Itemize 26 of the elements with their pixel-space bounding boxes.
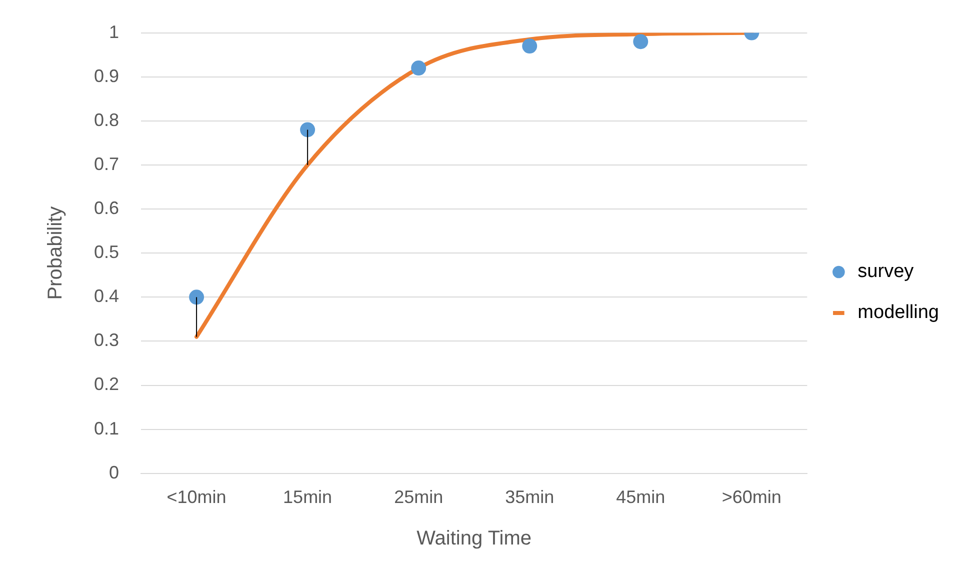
y-axis-title: Probability <box>44 206 67 300</box>
x-tick-label: <10min <box>166 487 226 508</box>
x-axis-title: Waiting Time <box>416 528 532 550</box>
x-tick-label: 45min <box>616 487 666 508</box>
y-tick-label: 0.1 <box>94 418 120 438</box>
point <box>633 34 648 50</box>
point <box>300 122 316 138</box>
y-tick-label: 0.3 <box>94 330 120 350</box>
legend-label: survey <box>858 261 914 282</box>
point <box>522 38 538 54</box>
y-tick-label: 0.6 <box>94 198 120 218</box>
x-tick-label: 15min <box>283 487 332 508</box>
y-tick-label: 1 <box>109 22 120 42</box>
x-tick-label: 25min <box>394 487 444 508</box>
y-tick-label: 0.5 <box>94 242 120 262</box>
point <box>411 60 426 76</box>
y-tick-label: 0.7 <box>94 154 120 174</box>
y-tick-label: 0 <box>109 462 120 482</box>
x-tick-label: >60min <box>722 487 782 508</box>
y-tick-label: 0.4 <box>94 286 120 306</box>
y-tick-label: 0.9 <box>94 66 120 86</box>
point <box>189 290 204 305</box>
legend-label: modelling <box>858 302 940 324</box>
y-tick-label: 0.2 <box>94 374 120 394</box>
x-tick-label: 35min <box>505 487 554 508</box>
y-tick-label: 0.8 <box>94 110 120 130</box>
